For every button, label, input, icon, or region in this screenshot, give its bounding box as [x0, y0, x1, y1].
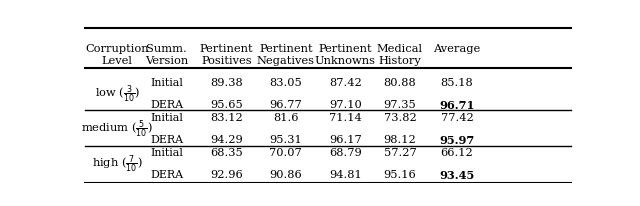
Text: low ($\frac{3}{10}$): low ($\frac{3}{10}$) — [95, 83, 140, 104]
Text: DERA: DERA — [150, 100, 184, 110]
Text: 95.65: 95.65 — [210, 100, 243, 110]
Text: 57.27: 57.27 — [383, 147, 416, 157]
Text: 73.82: 73.82 — [383, 112, 416, 123]
Text: Pertinent
Positives: Pertinent Positives — [200, 44, 253, 65]
Text: 93.45: 93.45 — [439, 169, 475, 180]
Text: 77.42: 77.42 — [440, 112, 474, 123]
Text: 70.07: 70.07 — [269, 147, 302, 157]
Text: medium ($\frac{5}{10}$): medium ($\frac{5}{10}$) — [81, 118, 153, 139]
Text: Summ.
Version: Summ. Version — [145, 44, 188, 65]
Text: 83.12: 83.12 — [210, 112, 243, 123]
Text: 95.16: 95.16 — [383, 170, 416, 180]
Text: 90.86: 90.86 — [269, 170, 302, 180]
Text: Initial: Initial — [150, 112, 183, 123]
Text: 83.05: 83.05 — [269, 78, 302, 88]
Text: 87.42: 87.42 — [329, 78, 362, 88]
Text: 68.79: 68.79 — [329, 147, 362, 157]
Text: 96.71: 96.71 — [439, 99, 475, 110]
Text: Initial: Initial — [150, 78, 183, 88]
Text: 81.6: 81.6 — [273, 112, 299, 123]
Text: 95.31: 95.31 — [269, 135, 302, 145]
Text: Corruption
Level: Corruption Level — [85, 44, 149, 65]
Text: 66.12: 66.12 — [440, 147, 474, 157]
Text: Pertinent
Negatives: Pertinent Negatives — [257, 44, 315, 65]
Text: 92.96: 92.96 — [210, 170, 243, 180]
Text: DERA: DERA — [150, 170, 184, 180]
Text: 96.77: 96.77 — [269, 100, 302, 110]
Text: 97.35: 97.35 — [383, 100, 416, 110]
Text: high ($\frac{7}{10}$): high ($\frac{7}{10}$) — [92, 153, 143, 174]
Text: 85.18: 85.18 — [440, 78, 474, 88]
Text: 98.12: 98.12 — [383, 135, 416, 145]
Text: 96.17: 96.17 — [329, 135, 362, 145]
Text: DERA: DERA — [150, 135, 184, 145]
Text: 94.81: 94.81 — [329, 170, 362, 180]
Text: 89.38: 89.38 — [210, 78, 243, 88]
Text: 80.88: 80.88 — [383, 78, 416, 88]
Text: Pertinent
Unknowns: Pertinent Unknowns — [315, 44, 376, 65]
Text: Medical
History: Medical History — [377, 44, 423, 65]
Text: 97.10: 97.10 — [329, 100, 362, 110]
Text: 68.35: 68.35 — [210, 147, 243, 157]
Text: 71.14: 71.14 — [329, 112, 362, 123]
Text: Initial: Initial — [150, 147, 183, 157]
Text: 94.29: 94.29 — [210, 135, 243, 145]
Text: 95.97: 95.97 — [439, 134, 475, 145]
Text: Average: Average — [433, 44, 481, 54]
